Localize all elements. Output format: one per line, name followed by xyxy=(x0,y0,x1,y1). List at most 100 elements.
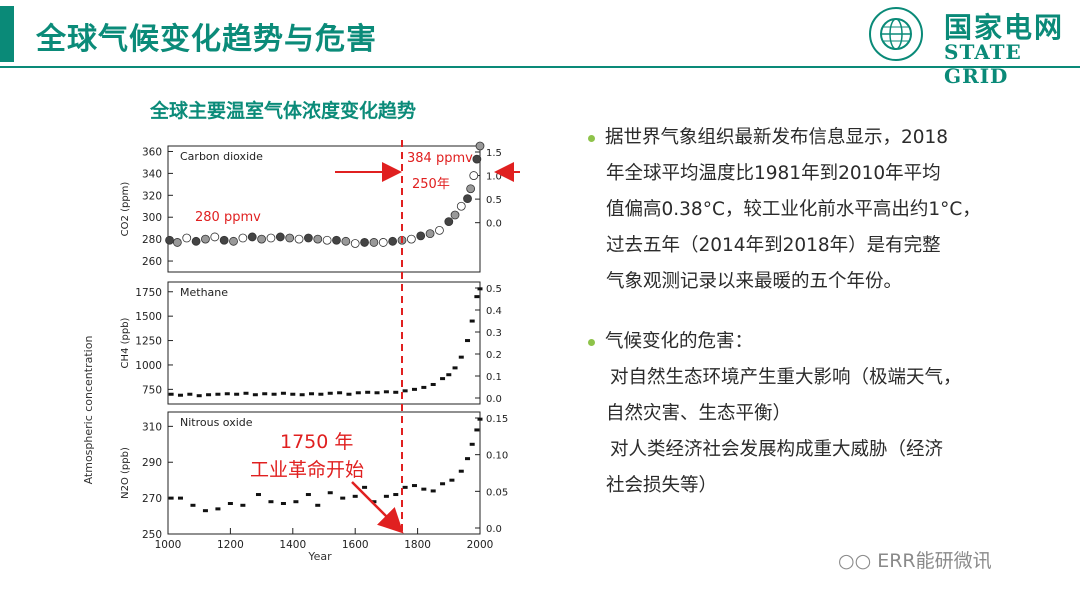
bullet-2-line-2: 自然灾害、生态平衡） xyxy=(606,403,792,424)
bullet-dot-icon xyxy=(588,338,595,346)
data-point xyxy=(421,487,427,491)
data-point xyxy=(182,233,192,243)
data-point xyxy=(191,236,201,246)
data-point xyxy=(227,502,233,505)
panel-frame xyxy=(167,145,481,273)
y-axis-label: Atmospheric concentration xyxy=(82,336,95,485)
data-point xyxy=(477,287,483,291)
y-tick-label: 1750 xyxy=(135,287,162,299)
data-point xyxy=(280,391,286,395)
data-point xyxy=(472,154,482,164)
chart-title: 全球主要温室气体浓度变化趋势 xyxy=(150,100,417,122)
y-tick-label: 750 xyxy=(142,384,162,396)
logo-cn: 国家电网 xyxy=(944,11,1065,44)
data-point xyxy=(187,392,193,396)
data-point xyxy=(383,390,389,394)
y-tick-label: 280 xyxy=(142,234,162,246)
globe-icon xyxy=(869,7,923,61)
right-tick-label: 1.0 xyxy=(486,172,502,183)
right-tick-label: 0.15 xyxy=(486,414,508,425)
data-point xyxy=(440,377,446,381)
y-tick-label: 340 xyxy=(142,168,162,180)
right-tick-label: 0.4 xyxy=(486,306,502,317)
data-point xyxy=(255,493,261,497)
x-tick-label: 1800 xyxy=(404,539,431,551)
y-tick-label: 1250 xyxy=(135,336,162,348)
data-point xyxy=(360,238,369,247)
data-point xyxy=(238,233,248,243)
data-point xyxy=(406,234,416,244)
data-point xyxy=(305,493,311,497)
data-point xyxy=(309,392,315,396)
data-point xyxy=(271,392,277,396)
right-tick-label: 0.1 xyxy=(486,372,502,383)
panel-y-label: CO2 (ppm) xyxy=(120,182,131,237)
data-point xyxy=(327,391,333,395)
header-accent xyxy=(0,6,14,62)
data-point xyxy=(435,225,444,235)
data-point xyxy=(465,457,471,461)
data-point xyxy=(299,393,305,397)
bullet-1-line-3: 值偏高0.38°C，较工业化前水平高出约1°C， xyxy=(606,199,981,220)
bullet-dot-icon xyxy=(588,134,595,142)
data-point xyxy=(452,366,458,370)
data-point xyxy=(352,494,358,498)
panel-name: Nitrous oxide xyxy=(180,416,253,429)
data-point xyxy=(430,382,436,386)
data-point xyxy=(322,235,332,245)
data-point xyxy=(177,393,183,397)
right-tick-label: 0.5 xyxy=(486,284,502,295)
data-point xyxy=(469,442,475,446)
x-tick-label: 1600 xyxy=(342,539,369,551)
watermark: ○○ ERR能研微讯 xyxy=(838,550,992,572)
y-tick-label: 290 xyxy=(142,457,162,469)
data-point xyxy=(402,485,408,489)
y-tick-label: 360 xyxy=(142,146,162,158)
panel-name: Methane xyxy=(180,286,228,299)
bullet-list: 据世界气象组织最新发布信息显示，2018 年全球平均温度比1981年到2010年… xyxy=(588,120,1018,504)
bullet-2-line-4: 社会损失等） xyxy=(606,475,718,496)
data-point xyxy=(293,500,299,504)
data-point xyxy=(266,233,276,243)
data-point xyxy=(240,503,246,507)
data-point xyxy=(458,355,464,359)
data-point xyxy=(421,385,427,389)
panel-y-label: CH4 (ppb) xyxy=(120,317,131,368)
panel-frame xyxy=(167,411,481,535)
data-point xyxy=(393,390,399,394)
data-point xyxy=(172,238,182,247)
state-grid-logo: 国家电网 STATE GRID xyxy=(858,4,1078,88)
data-point xyxy=(215,392,221,396)
data-point xyxy=(280,502,286,505)
y-tick-label: 320 xyxy=(142,190,162,202)
data-point xyxy=(219,235,229,245)
data-point xyxy=(378,238,388,247)
data-point xyxy=(294,234,304,244)
data-point xyxy=(469,171,479,180)
data-point xyxy=(449,478,455,482)
panel-name: Carbon dioxide xyxy=(180,150,263,163)
data-point xyxy=(290,392,296,396)
x-axis-label: Year xyxy=(307,550,332,563)
bullet-1-line-4: 过去五年（2014年到2018年）是有完整 xyxy=(606,235,941,256)
data-point xyxy=(350,239,360,248)
right-tick-label: 0.5 xyxy=(486,195,502,206)
data-point xyxy=(369,238,379,247)
right-tick-label: 0.0 xyxy=(486,524,502,535)
y-tick-label: 310 xyxy=(142,421,162,433)
page-title: 全球气候变化趋势与危害 xyxy=(36,22,377,57)
data-point xyxy=(446,373,452,377)
data-point xyxy=(341,236,351,246)
data-point xyxy=(402,389,408,393)
bullet-1-line-2: 年全球平均温度比1981年到2010年平均 xyxy=(606,163,941,184)
data-point xyxy=(474,295,480,299)
data-point xyxy=(388,236,398,246)
data-point xyxy=(215,507,221,511)
data-point xyxy=(315,503,321,507)
co2-now-label: 384 ppmv xyxy=(407,151,473,166)
years-label: 250年 xyxy=(412,177,450,192)
bullet-2-line-3: 对人类经济社会发展构成重大威胁（经济 xyxy=(610,439,944,460)
bullet-1-line-5: 气象观测记录以来最暖的五个年份。 xyxy=(606,271,903,292)
data-point xyxy=(224,392,230,396)
data-point xyxy=(474,428,480,432)
